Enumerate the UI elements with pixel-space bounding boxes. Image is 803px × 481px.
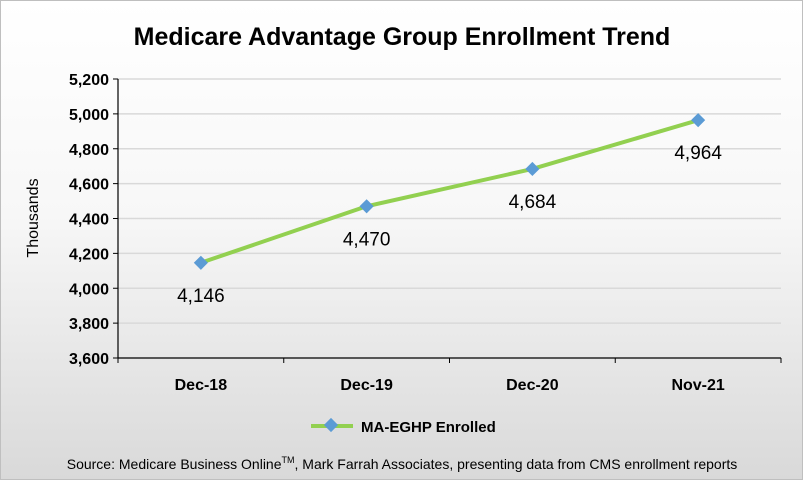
- x-tick-label: Nov-21: [671, 377, 724, 394]
- legend-marker: [323, 417, 339, 433]
- series-line: [200, 118, 699, 265]
- x-tick-labels: Dec-18 Dec-19 Dec-20 Nov-21: [175, 377, 725, 394]
- y-axis-label: Thousands: [25, 178, 42, 257]
- y-tick-label: 4,600: [69, 177, 109, 194]
- data-point-marker: [691, 113, 706, 128]
- legend-label: MA-EGHP Enrolled: [361, 419, 496, 436]
- source-note: Source: Medicare Business OnlineTM, Mark…: [67, 455, 738, 472]
- data-point-marker: [193, 255, 208, 270]
- data-label: 4,470: [343, 229, 391, 250]
- x-tick-label: Dec-19: [340, 377, 393, 394]
- data-label: 4,964: [674, 143, 722, 164]
- chart-title: Medicare Advantage Group Enrollment Tren…: [134, 23, 671, 51]
- axes: [117, 79, 782, 363]
- x-tick-label: Dec-18: [175, 377, 228, 394]
- data-labels: 4,146 4,470 4,684 4,964: [177, 143, 722, 307]
- y-tick-label: 5,200: [69, 72, 109, 89]
- data-point-marker: [359, 199, 374, 214]
- y-tick-label: 3,600: [69, 351, 109, 368]
- data-point-marker: [525, 161, 540, 177]
- legend: MA-EGHP Enrolled: [311, 417, 496, 436]
- data-label: 4,684: [509, 192, 557, 213]
- y-tick-label: 5,000: [69, 107, 109, 124]
- y-tick-label: 4,800: [69, 142, 109, 159]
- source-suffix: , Mark Farrah Associates, presenting dat…: [295, 456, 738, 472]
- gridlines: [113, 78, 781, 359]
- data-label: 4,146: [177, 286, 225, 307]
- y-tick-label: 4,000: [69, 281, 109, 298]
- source-prefix: Source: Medicare Business Online: [67, 456, 282, 472]
- y-tick-label: 3,800: [69, 316, 109, 333]
- y-tick-label: 4,200: [69, 246, 109, 263]
- source-trademark: TM: [282, 455, 295, 465]
- y-tick-labels: 3,600 3,800 4,000 4,200 4,400 4,600 4,800 5,000…: [69, 72, 109, 368]
- series-group: [193, 113, 706, 270]
- y-tick-label: 4,400: [69, 212, 109, 229]
- x-tick-label: Dec-20: [506, 377, 559, 394]
